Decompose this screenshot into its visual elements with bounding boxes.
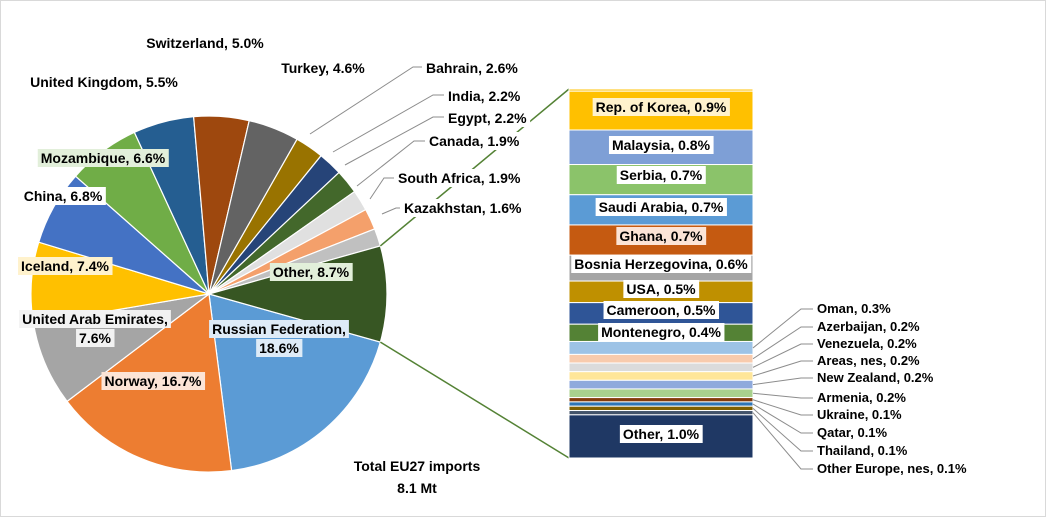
leader-line xyxy=(752,399,813,416)
label-ghana-0-7: Ghana, 0.7% xyxy=(619,228,703,244)
label-united-kingdom-5-5: United Kingdom, 5.5% xyxy=(30,74,178,90)
label-box-other-1-0 xyxy=(619,425,703,443)
label-montenegro-0-4: Montenegro, 0.4% xyxy=(601,324,721,340)
label-box-turkey-4-6 xyxy=(278,59,369,77)
label-box-other-8-7 xyxy=(269,263,353,281)
label-mozambique-6-6: Mozambique, 6.6% xyxy=(41,150,166,166)
label-box-iceland-7-4 xyxy=(18,257,113,275)
bar-segment-qatar-0-1 xyxy=(568,401,754,407)
leader-line xyxy=(752,377,813,386)
bar-segment-oman-0-3 xyxy=(568,340,754,355)
label-china-6-8: China, 6.8% xyxy=(24,188,103,204)
label-box-united-arab-emirates xyxy=(19,310,171,328)
leader-line xyxy=(309,66,422,135)
label-box-18-6 xyxy=(256,339,303,357)
label-box-mozambique-6-6 xyxy=(37,149,169,167)
label-box-serbia-0-7 xyxy=(616,166,706,184)
label-box-saudi-arabia-0-7 xyxy=(595,198,727,216)
label-new-zealand-0-2: New Zealand, 0.2% xyxy=(817,370,934,385)
leader-line xyxy=(752,403,813,434)
label-cameroon-0-5: Cameroon, 0.5% xyxy=(607,302,716,318)
label-box-china-6-8 xyxy=(20,187,106,205)
label-box-south-africa-1-9 xyxy=(395,169,524,187)
label-ukraine-0-1: Ukraine, 0.1% xyxy=(817,407,902,422)
label-norway-16-7: Norway, 16.7% xyxy=(104,373,202,389)
label-box-canada-1-9 xyxy=(426,132,523,150)
label-usa-0-5: USA, 0.5% xyxy=(626,281,696,297)
label-qatar-0-1: Qatar, 0.1% xyxy=(817,425,888,440)
label-box-montenegro-0-4 xyxy=(598,323,725,341)
label-18-6: 18.6% xyxy=(259,340,299,356)
label-other-1-0: Other, 1.0% xyxy=(623,426,700,442)
label-box-usa-0-5 xyxy=(623,280,700,298)
leader-line xyxy=(752,392,813,399)
label-armenia-0-2: Armenia, 0.2% xyxy=(817,390,906,405)
label-serbia-0-7: Serbia, 0.7% xyxy=(620,167,703,183)
label-malaysia-0-8: Malaysia, 0.8% xyxy=(612,137,711,153)
label-box-kazakhstan-1-6 xyxy=(401,199,526,217)
label-box-india-2-2 xyxy=(445,87,524,105)
label-box-bahrain-2-6 xyxy=(423,59,522,77)
label-7-6: 7.6% xyxy=(79,330,111,346)
label-venezuela-0-2: Venezuela, 0.2% xyxy=(817,336,917,351)
total-label: Total EU27 imports xyxy=(354,458,481,474)
leader-line xyxy=(356,140,425,187)
leader-line xyxy=(369,177,394,200)
label-saudi-arabia-0-7: Saudi Arabia, 0.7% xyxy=(599,199,724,215)
label-bahrain-2-6: Bahrain, 2.6% xyxy=(426,60,518,76)
bar-segment-thailand-0-1 xyxy=(568,405,754,412)
bar-segment-new-zealand-0-2 xyxy=(568,379,754,390)
leader-line xyxy=(381,207,400,215)
connector-bottom xyxy=(379,341,570,459)
label-turkey-4-6: Turkey, 4.6% xyxy=(281,60,365,76)
label-areas-nes-0-2: Areas, nes, 0.2% xyxy=(817,353,920,368)
bar-segment-venezuela-0-2 xyxy=(568,362,754,373)
label-box-ghana-0-7 xyxy=(616,227,707,245)
leader-line xyxy=(344,116,444,166)
bar-segment-areas-nes-0-2 xyxy=(568,371,754,381)
bar-segment-azerbaijan-0-2 xyxy=(568,353,754,364)
pie-slice-russian-federation xyxy=(208,293,382,472)
bar-segment-armenia-0-2 xyxy=(568,388,754,399)
label-oman-0-3: Oman, 0.3% xyxy=(817,301,891,316)
label-box-bosnia-herzegovina-0-6 xyxy=(571,255,752,273)
label-box-malaysia-0-8 xyxy=(608,136,714,154)
label-box-cameroon-0-5 xyxy=(603,301,720,319)
label-box-norway-16-7 xyxy=(101,372,206,390)
label-united-arab-emirates: United Arab Emirates, xyxy=(22,311,168,327)
label-bosnia-herzegovina-0-6: Bosnia Herzegovina, 0.6% xyxy=(574,256,748,272)
label-egypt-2-2: Egypt, 2.2% xyxy=(448,110,527,126)
label-kazakhstan-1-6: Kazakhstan, 1.6% xyxy=(404,200,522,216)
label-box-switzerland-5-0 xyxy=(143,34,268,52)
label-box-7-6 xyxy=(76,329,115,347)
label-india-2-2: India, 2.2% xyxy=(448,88,521,104)
label-box-egypt-2-2 xyxy=(445,109,531,127)
label-other-europe-nes-0-1: Other Europe, nes, 0.1% xyxy=(817,461,967,476)
label-iceland-7-4: Iceland, 7.4% xyxy=(21,258,109,274)
label-other-8-7: Other, 8.7% xyxy=(273,264,350,280)
label-azerbaijan-0-2: Azerbaijan, 0.2% xyxy=(817,319,920,334)
label-canada-1-9: Canada, 1.9% xyxy=(429,133,520,149)
label-box-united-kingdom-5-5 xyxy=(27,73,182,91)
label-box-russian-federation xyxy=(209,320,349,338)
leader-line xyxy=(752,407,813,452)
leader-line xyxy=(752,412,813,470)
leader-line xyxy=(332,94,444,153)
label-russian-federation: Russian Federation, xyxy=(212,321,346,337)
connector-top xyxy=(379,88,570,247)
label-box-rep-of-korea-0-9 xyxy=(592,98,730,116)
label-rep-of-korea-0-9: Rep. of Korea, 0.9% xyxy=(596,99,727,115)
bar-segment-other-europe-nes-0-1 xyxy=(568,410,754,416)
bar-segment-ukraine-0-1 xyxy=(568,397,754,403)
label-south-africa-1-9: South Africa, 1.9% xyxy=(398,170,521,186)
leader-line xyxy=(752,360,813,377)
leader-line xyxy=(752,308,813,349)
leader-line xyxy=(752,343,813,368)
label-thailand-0-1: Thailand, 0.1% xyxy=(817,443,908,458)
label-switzerland-5-0: Switzerland, 5.0% xyxy=(146,35,264,51)
leader-line xyxy=(752,326,813,360)
total-value: 8.1 Mt xyxy=(397,480,437,496)
